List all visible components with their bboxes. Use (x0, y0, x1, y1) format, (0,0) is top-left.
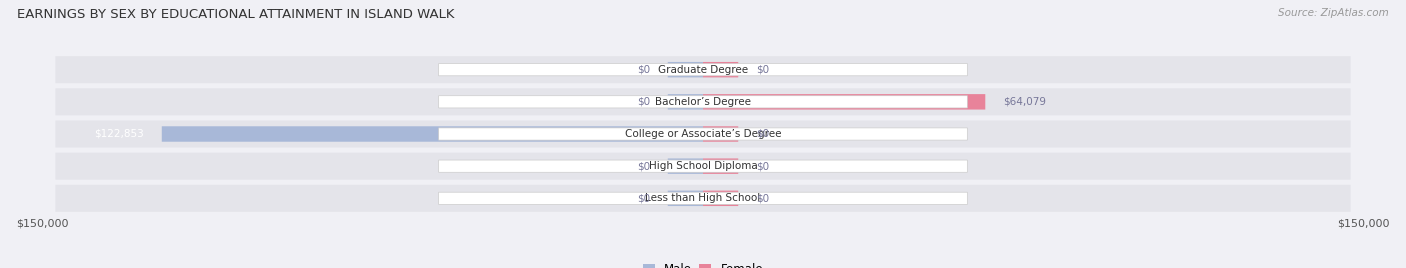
FancyBboxPatch shape (55, 153, 1351, 180)
FancyBboxPatch shape (162, 126, 703, 142)
FancyBboxPatch shape (668, 191, 703, 206)
FancyBboxPatch shape (703, 158, 738, 174)
FancyBboxPatch shape (439, 96, 967, 108)
Text: $0: $0 (637, 193, 650, 203)
Text: $0: $0 (756, 193, 769, 203)
Text: Source: ZipAtlas.com: Source: ZipAtlas.com (1278, 8, 1389, 18)
Text: $122,853: $122,853 (94, 129, 145, 139)
FancyBboxPatch shape (439, 192, 967, 204)
FancyBboxPatch shape (703, 94, 986, 110)
Text: $0: $0 (637, 161, 650, 171)
FancyBboxPatch shape (668, 94, 703, 110)
FancyBboxPatch shape (703, 126, 738, 142)
Text: $0: $0 (756, 161, 769, 171)
Text: $64,079: $64,079 (1002, 97, 1046, 107)
Text: $0: $0 (756, 65, 769, 75)
Text: Bachelor’s Degree: Bachelor’s Degree (655, 97, 751, 107)
Text: Graduate Degree: Graduate Degree (658, 65, 748, 75)
Text: College or Associate’s Degree: College or Associate’s Degree (624, 129, 782, 139)
FancyBboxPatch shape (668, 62, 703, 77)
FancyBboxPatch shape (703, 62, 738, 77)
FancyBboxPatch shape (668, 158, 703, 174)
FancyBboxPatch shape (439, 64, 967, 76)
Text: $0: $0 (637, 65, 650, 75)
FancyBboxPatch shape (55, 56, 1351, 83)
Text: $0: $0 (637, 97, 650, 107)
Legend: Male, Female: Male, Female (638, 258, 768, 268)
FancyBboxPatch shape (439, 128, 967, 140)
Text: High School Diploma: High School Diploma (648, 161, 758, 171)
FancyBboxPatch shape (55, 121, 1351, 147)
FancyBboxPatch shape (703, 191, 738, 206)
Text: EARNINGS BY SEX BY EDUCATIONAL ATTAINMENT IN ISLAND WALK: EARNINGS BY SEX BY EDUCATIONAL ATTAINMEN… (17, 8, 454, 21)
Text: Less than High School: Less than High School (645, 193, 761, 203)
FancyBboxPatch shape (55, 185, 1351, 212)
Text: $0: $0 (756, 129, 769, 139)
FancyBboxPatch shape (55, 88, 1351, 115)
FancyBboxPatch shape (439, 160, 967, 172)
